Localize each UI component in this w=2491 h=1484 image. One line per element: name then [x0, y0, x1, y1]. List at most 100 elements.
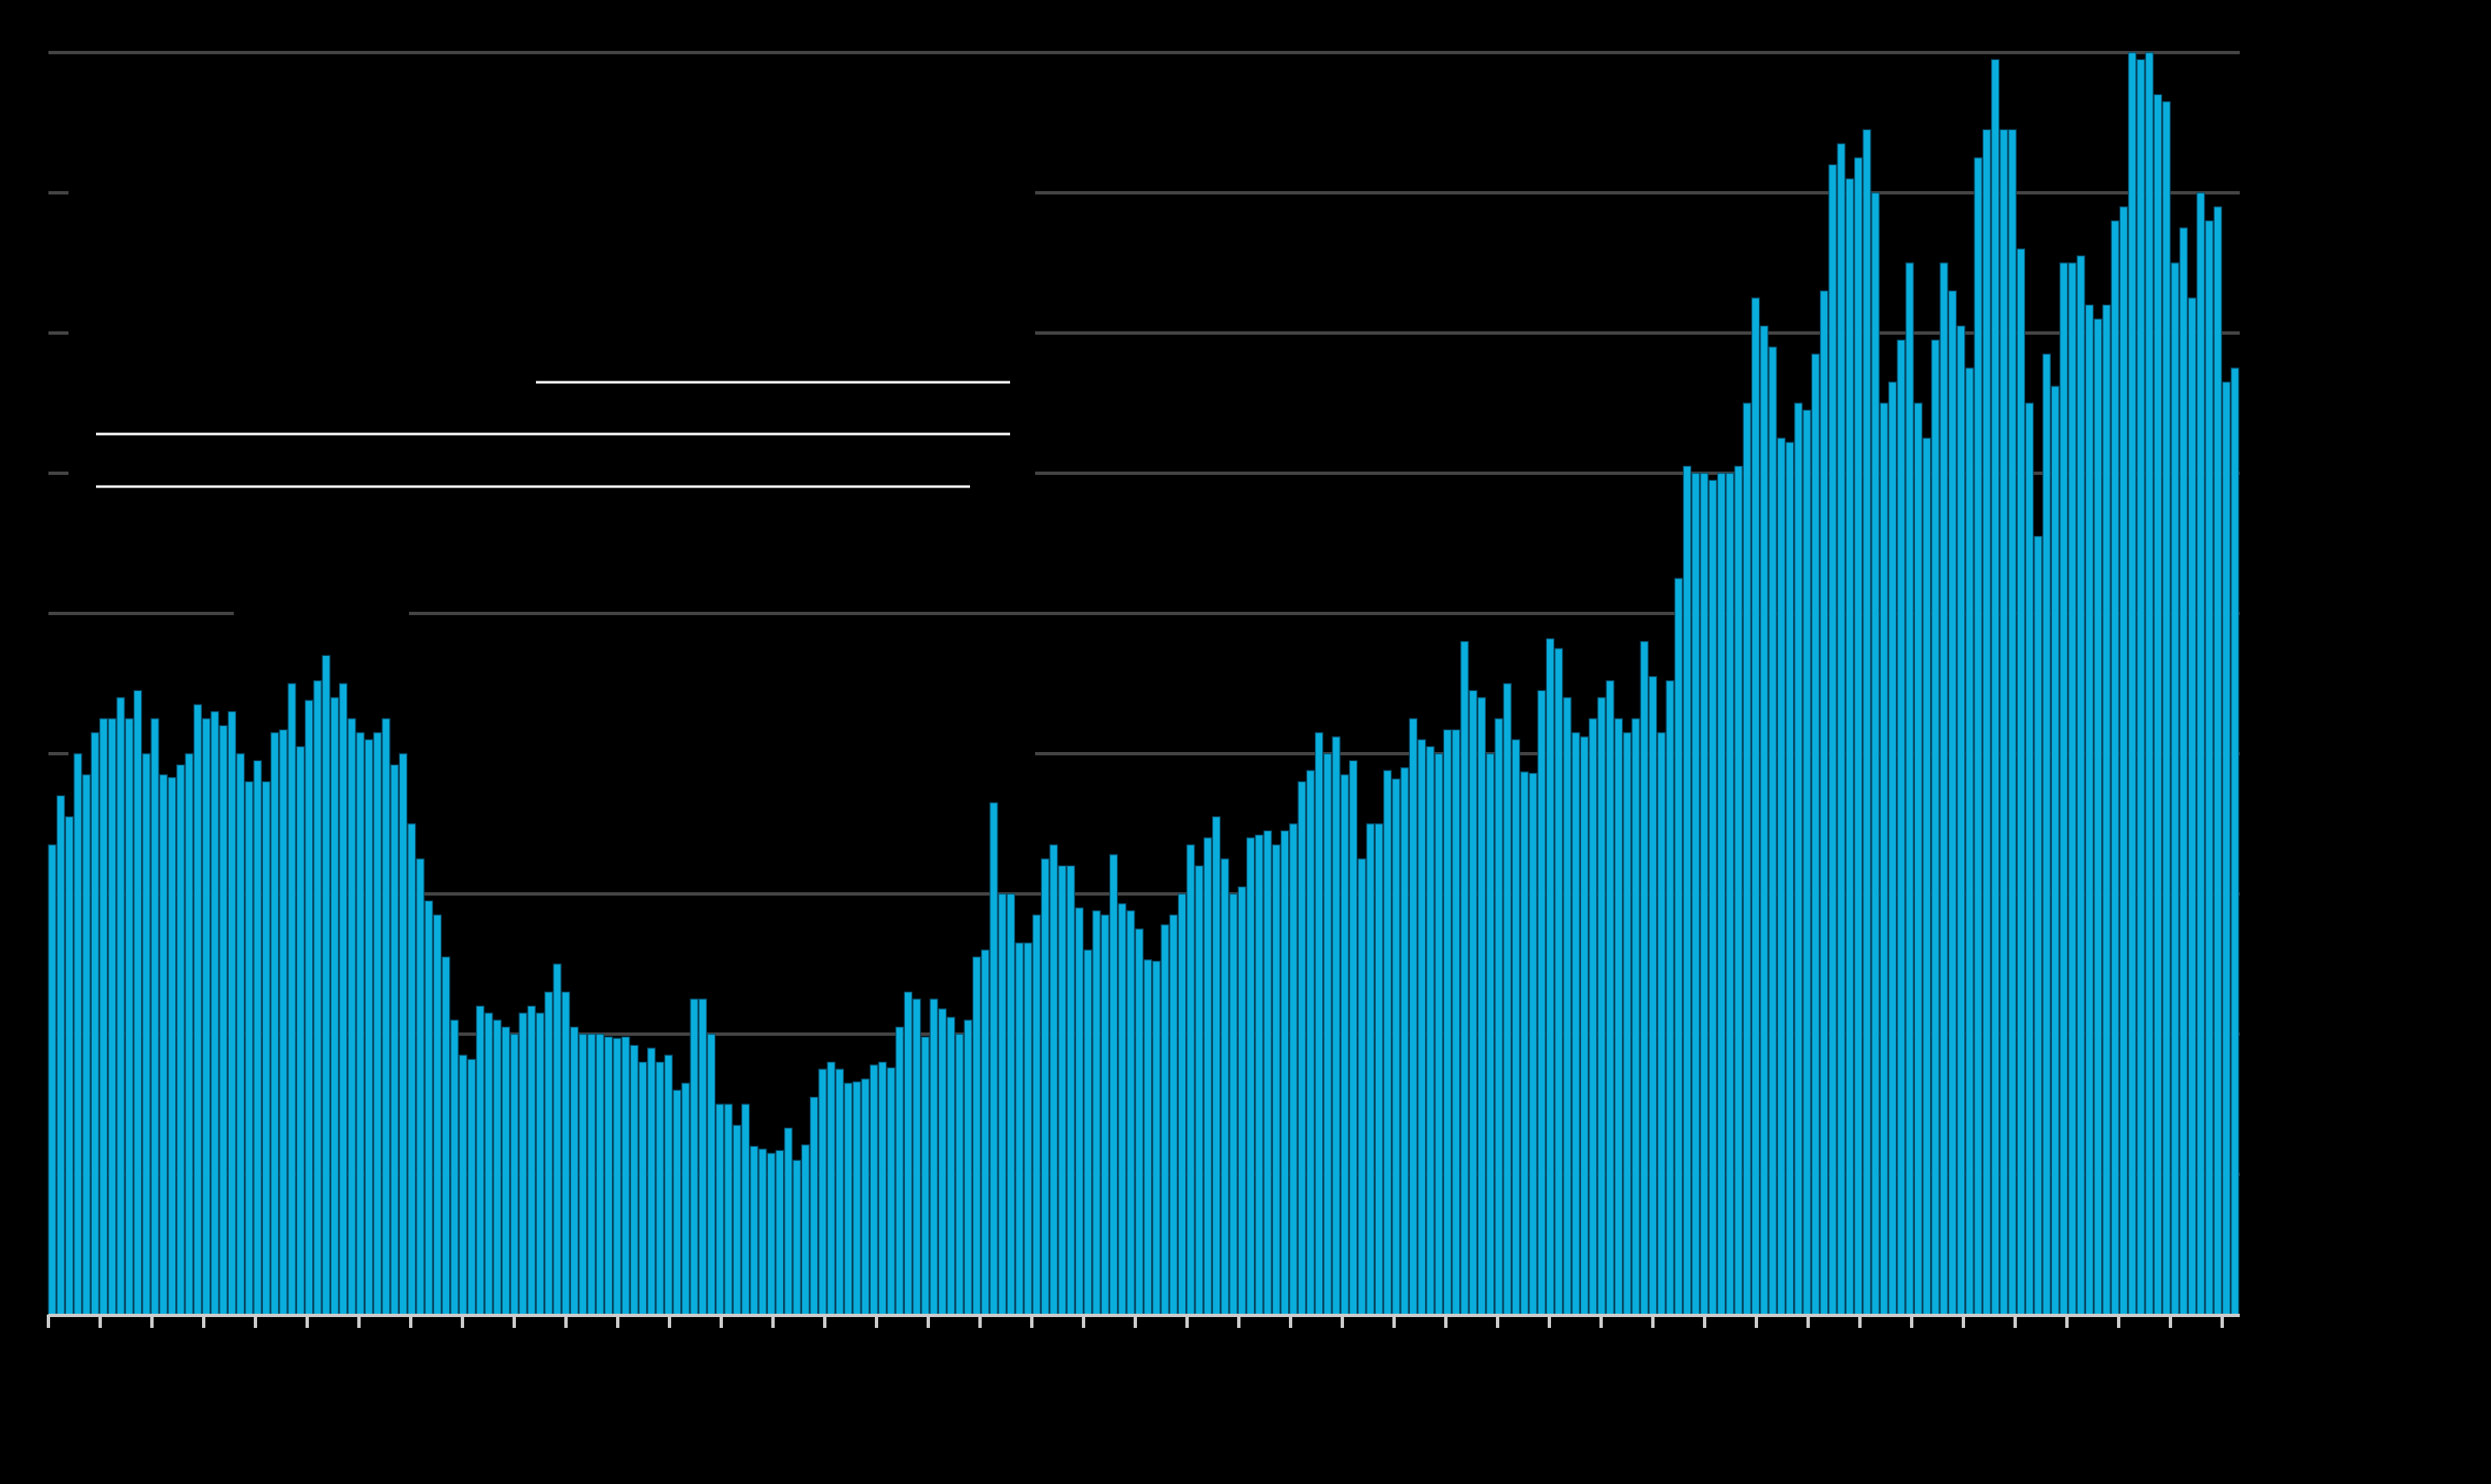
- bar: [1015, 942, 1024, 1315]
- bar: [2068, 262, 2077, 1315]
- bar: [1631, 718, 1640, 1315]
- bar: [544, 991, 553, 1315]
- bar: [1460, 640, 1469, 1315]
- bar: [2162, 101, 2171, 1315]
- bar: [398, 753, 408, 1315]
- bar: [108, 718, 117, 1315]
- bar: [210, 710, 220, 1315]
- bar: [1452, 729, 1461, 1315]
- bar: [2179, 227, 2188, 1315]
- bar: [90, 732, 99, 1315]
- bar: [2050, 386, 2060, 1315]
- bar: [972, 956, 982, 1315]
- bar: [2119, 206, 2129, 1315]
- bar: [1700, 472, 1709, 1315]
- bar: [766, 1153, 776, 1315]
- bar: [921, 1036, 930, 1315]
- bar: [1742, 402, 1751, 1315]
- bar: [296, 745, 306, 1315]
- bar: [629, 1044, 639, 1315]
- bar: [167, 776, 177, 1315]
- bar: [1965, 367, 1974, 1315]
- bar: [1905, 262, 1914, 1315]
- bar: [792, 1159, 801, 1315]
- bar: [1169, 914, 1178, 1315]
- bar: [1417, 739, 1427, 1315]
- bar: [1871, 192, 1880, 1315]
- bar: [569, 1026, 579, 1315]
- bar: [279, 729, 288, 1315]
- bar: [1357, 858, 1367, 1315]
- bar: [1811, 353, 1820, 1315]
- bar: [1511, 739, 1521, 1315]
- bar: [245, 780, 254, 1315]
- bar: [64, 815, 74, 1315]
- bar: [2025, 402, 2034, 1315]
- bar: [561, 991, 570, 1315]
- bar: [698, 998, 707, 1315]
- bar: [253, 760, 262, 1315]
- bar: [2110, 220, 2120, 1315]
- bar: [1537, 689, 1546, 1315]
- bar: [287, 683, 296, 1315]
- bar: [1040, 858, 1050, 1315]
- bar: [1383, 770, 1392, 1315]
- bar: [1468, 689, 1478, 1315]
- bar: [655, 1061, 664, 1315]
- bar: [150, 718, 159, 1315]
- bar: [356, 732, 365, 1315]
- bar: [1785, 442, 1795, 1315]
- bar: [1734, 465, 1743, 1315]
- bar: [1845, 178, 1854, 1315]
- bar: [1520, 771, 1529, 1315]
- bar: [981, 949, 990, 1315]
- bar: [2170, 262, 2180, 1315]
- bar: [1400, 767, 1409, 1315]
- bar: [740, 1103, 750, 1315]
- bar: [176, 764, 185, 1315]
- bar: [442, 956, 451, 1315]
- bar: [510, 1033, 519, 1315]
- bar: [1331, 736, 1341, 1315]
- bar: [1486, 753, 1495, 1315]
- bar: [493, 1019, 502, 1315]
- bar: [672, 1089, 682, 1315]
- bar: [1314, 732, 1324, 1315]
- bar: [732, 1124, 741, 1315]
- bar: [1408, 718, 1418, 1315]
- bar: [270, 732, 280, 1315]
- bar: [1160, 924, 1170, 1315]
- bar: [227, 710, 236, 1315]
- bar: [1246, 837, 1256, 1315]
- bar: [1126, 910, 1135, 1315]
- bar: [1957, 326, 1966, 1315]
- bar: [1982, 129, 1992, 1315]
- bar: [1229, 893, 1238, 1315]
- bar: [1503, 683, 1512, 1315]
- bar: [989, 802, 998, 1315]
- bar: [1195, 865, 1204, 1315]
- bar: [2145, 52, 2154, 1315]
- bar: [1177, 893, 1187, 1315]
- bar: [373, 732, 382, 1315]
- bar: [998, 893, 1007, 1315]
- bar: [1589, 718, 1598, 1315]
- bar: [1366, 823, 1375, 1315]
- bar: [2076, 255, 2085, 1315]
- bar: [133, 689, 143, 1315]
- bar: [1134, 928, 1144, 1315]
- bar: [801, 1144, 810, 1315]
- bar: [2213, 206, 2222, 1315]
- bar: [2016, 248, 2026, 1315]
- bar: [1280, 830, 1290, 1315]
- bar: [330, 697, 340, 1315]
- bar: [613, 1037, 622, 1315]
- bar: [1768, 346, 1777, 1315]
- bar: [501, 1026, 511, 1315]
- bar: [809, 1096, 819, 1315]
- bar: [758, 1148, 767, 1315]
- bar: [818, 1068, 827, 1315]
- bar: [1794, 402, 1803, 1315]
- bar: [2128, 52, 2137, 1315]
- bar: [869, 1064, 879, 1315]
